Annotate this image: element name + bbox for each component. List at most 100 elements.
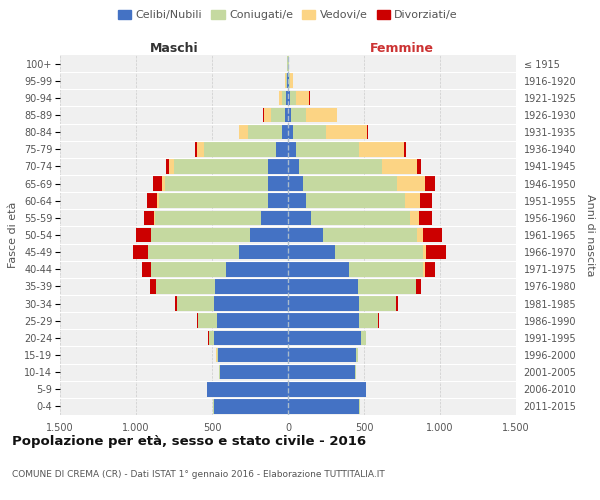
Bar (291, 108, 306, 122)
Bar (299, 159, 382, 174)
Bar (165, 176, 268, 191)
Bar (355, 365, 356, 380)
Bar (290, 74, 293, 88)
Text: Maschi: Maschi (149, 42, 199, 55)
Bar (288, 365, 355, 380)
Bar (151, 262, 226, 276)
Bar (177, 296, 214, 311)
Text: COMUNE DI CREMA (CR) - Dati ISTAT 1° gennaio 2016 - Elaborazione TUTTITALIA.IT: COMUNE DI CREMA (CR) - Dati ISTAT 1° gen… (12, 470, 385, 479)
Bar (416, 279, 421, 293)
Y-axis label: Anni di nascita: Anni di nascita (585, 194, 595, 276)
Bar (205, 142, 276, 156)
Bar (423, 228, 442, 242)
Bar (148, 245, 239, 260)
Bar (133, 245, 148, 260)
Bar (417, 159, 421, 174)
Bar (220, 365, 288, 380)
Bar (405, 194, 420, 208)
Bar (425, 262, 436, 276)
Bar (288, 210, 311, 225)
Bar (174, 159, 268, 174)
Bar (397, 176, 425, 191)
Bar (410, 210, 419, 225)
Bar (382, 159, 417, 174)
Bar (285, 108, 288, 122)
Bar (288, 330, 361, 345)
Bar (306, 108, 337, 122)
Bar (250, 228, 288, 242)
Bar (288, 194, 306, 208)
Bar (263, 108, 271, 122)
Bar (159, 194, 268, 208)
Bar (361, 330, 365, 345)
Legend: Celibi/Nubili, Coniugati/e, Vedovi/e, Divorziati/e: Celibi/Nubili, Coniugati/e, Vedovi/e, Di… (113, 6, 463, 25)
Bar (359, 142, 404, 156)
Bar (215, 279, 288, 293)
Bar (288, 262, 349, 276)
Bar (136, 228, 151, 242)
Bar (169, 159, 174, 174)
Bar (420, 194, 433, 208)
Bar (262, 210, 288, 225)
Bar (286, 90, 288, 105)
Bar (356, 348, 358, 362)
Bar (166, 159, 169, 174)
Bar (335, 245, 423, 260)
Text: Femmine: Femmine (370, 42, 434, 55)
Bar (323, 228, 417, 242)
Bar (425, 176, 436, 191)
Bar (349, 262, 423, 276)
Bar (288, 228, 323, 242)
Bar (419, 210, 433, 225)
Bar (239, 245, 288, 260)
Bar (209, 330, 214, 345)
Bar (217, 348, 218, 362)
Bar (306, 194, 405, 208)
Bar (404, 142, 406, 156)
Bar (358, 279, 416, 293)
Bar (288, 142, 296, 156)
Bar (303, 176, 397, 191)
Bar (378, 314, 379, 328)
Bar (288, 74, 289, 88)
Bar (195, 142, 197, 156)
Bar (268, 176, 288, 191)
Bar (154, 210, 155, 225)
Bar (288, 176, 303, 191)
Bar (288, 125, 293, 140)
Bar (296, 142, 359, 156)
Bar (153, 176, 162, 191)
Bar (296, 90, 309, 105)
Bar (326, 125, 367, 140)
Text: Popolazione per età, sesso e stato civile - 2016: Popolazione per età, sesso e stato civil… (12, 435, 366, 448)
Bar (143, 210, 154, 225)
Bar (279, 90, 282, 105)
Bar (359, 314, 377, 328)
Bar (423, 262, 425, 276)
Bar (423, 245, 427, 260)
Bar (288, 108, 291, 122)
Bar (427, 245, 446, 260)
Bar (149, 279, 155, 293)
Bar (288, 348, 356, 362)
Bar (214, 399, 288, 413)
Bar (287, 74, 288, 88)
Bar (219, 365, 220, 380)
Bar (197, 142, 205, 156)
Bar (199, 314, 217, 328)
Bar (276, 142, 288, 156)
Bar (288, 245, 335, 260)
Bar (271, 108, 285, 122)
Bar (155, 210, 262, 225)
Bar (218, 348, 288, 362)
Bar (197, 314, 198, 328)
Bar (208, 382, 288, 396)
Bar (288, 314, 359, 328)
Bar (226, 262, 288, 276)
Bar (285, 74, 286, 88)
Bar (293, 125, 326, 140)
Bar (162, 176, 165, 191)
Bar (286, 74, 287, 88)
Bar (288, 90, 290, 105)
Bar (175, 296, 177, 311)
